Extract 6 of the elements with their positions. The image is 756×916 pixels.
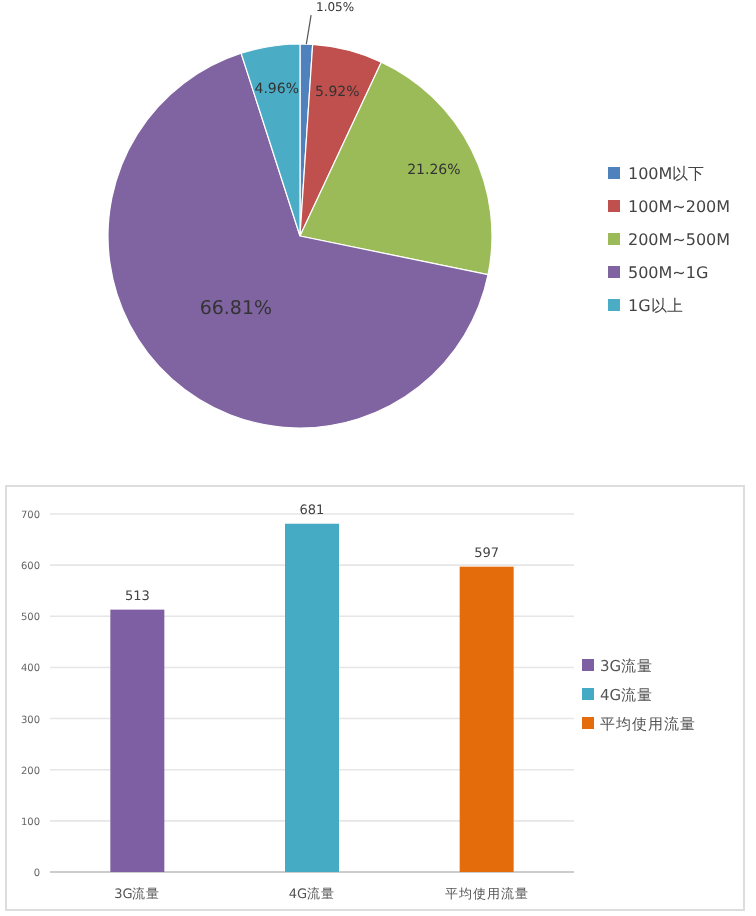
legend-label: 200M~500M <box>628 231 731 249</box>
legend-label: 100M~200M <box>628 198 731 216</box>
data-label: 66.81% <box>199 298 273 321</box>
legend-label: 100M以下 <box>628 165 705 183</box>
legend-label: 500M~1G <box>628 264 709 282</box>
legend-label: 1G以上 <box>628 297 683 315</box>
